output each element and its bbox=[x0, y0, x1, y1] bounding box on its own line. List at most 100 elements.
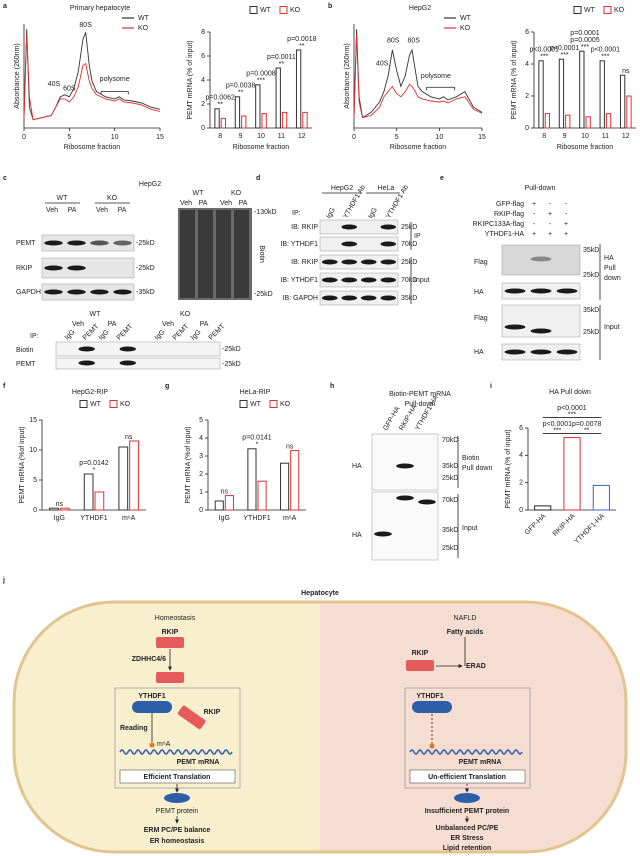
label: IB: RKIP bbox=[291, 259, 318, 266]
label: Veh bbox=[46, 207, 58, 214]
label: Insufficient PEMT protein bbox=[425, 808, 509, 815]
label: Unbalanced PC/PE bbox=[436, 825, 499, 832]
label: PEMT mRNA bbox=[459, 759, 502, 766]
y-tick-label: 5 bbox=[33, 477, 37, 484]
bar bbox=[214, 108, 220, 129]
bar bbox=[558, 58, 565, 129]
y-tick-label: 6 bbox=[519, 425, 523, 432]
label: -35kD bbox=[136, 289, 155, 296]
annotation: p=0.0001 bbox=[570, 30, 599, 37]
x-tick-label: 15 bbox=[156, 134, 164, 141]
label: Biotin bbox=[462, 455, 480, 462]
label: PEMT bbox=[116, 323, 135, 342]
x-tick-label: 0 bbox=[22, 134, 26, 141]
cell-right bbox=[320, 602, 626, 852]
band bbox=[341, 259, 358, 265]
label: + bbox=[532, 231, 536, 238]
band bbox=[67, 265, 86, 271]
annotation: p=0.0011 bbox=[267, 54, 296, 61]
label: PEMT bbox=[16, 361, 36, 368]
label: PA bbox=[199, 200, 208, 207]
legend-label: WT bbox=[260, 7, 272, 14]
bar bbox=[605, 113, 612, 129]
annotation: *** bbox=[540, 54, 548, 61]
label: PEMT bbox=[16, 240, 36, 247]
annotation: *** bbox=[601, 54, 609, 61]
blot bbox=[41, 283, 135, 301]
label: WT bbox=[57, 195, 69, 202]
x-tick-label: IgG bbox=[219, 515, 230, 522]
x-tick-label: 11 bbox=[602, 133, 609, 140]
label: YTHDF1 bbox=[416, 693, 443, 700]
blot bbox=[41, 257, 135, 279]
bar bbox=[544, 113, 551, 129]
x-tick-label: 8 bbox=[542, 133, 546, 140]
legend-label: WT bbox=[250, 401, 262, 408]
bar bbox=[118, 446, 129, 511]
x-tick-label: IgG bbox=[54, 515, 65, 522]
band bbox=[380, 259, 397, 265]
label: Pull down bbox=[462, 465, 492, 472]
annotation: 80S bbox=[79, 22, 92, 29]
legend-label: WT bbox=[460, 15, 472, 22]
label: HepG2 bbox=[331, 185, 353, 192]
panel-label: c bbox=[3, 175, 7, 182]
blot bbox=[319, 290, 399, 306]
chart-title: HA Pull down bbox=[549, 389, 591, 396]
label: RKIP bbox=[162, 629, 179, 636]
band bbox=[360, 259, 377, 265]
y-tick-label: 4 bbox=[199, 435, 203, 442]
legend-swatch bbox=[109, 400, 118, 408]
band bbox=[380, 295, 397, 301]
x-tick-label: YTHDF1 bbox=[243, 515, 270, 522]
x-tick-label: 10 bbox=[257, 133, 265, 140]
band bbox=[44, 240, 63, 246]
annotation: p=0.0078 bbox=[572, 421, 601, 428]
band bbox=[78, 346, 95, 352]
band bbox=[78, 360, 95, 366]
label: Biotin bbox=[16, 347, 34, 354]
label: Pull-down bbox=[405, 401, 436, 408]
label: ER homeostasis bbox=[150, 838, 205, 845]
panel-label: h bbox=[330, 383, 334, 390]
label: PEMT mRNA bbox=[177, 759, 220, 766]
label: 25kD bbox=[401, 224, 417, 231]
label: 35kD bbox=[401, 295, 417, 302]
y-tick-label: 15 bbox=[29, 417, 37, 424]
label: IgG bbox=[367, 207, 379, 220]
translation-box bbox=[119, 769, 236, 784]
label: PEMT bbox=[208, 323, 227, 342]
label: - bbox=[549, 201, 552, 208]
annotation: *** bbox=[561, 52, 569, 59]
band bbox=[321, 295, 338, 301]
bar bbox=[224, 495, 234, 511]
band bbox=[380, 224, 397, 230]
blot bbox=[41, 234, 135, 252]
label: Efficient Translation bbox=[144, 774, 211, 781]
x-tick-label: 11 bbox=[278, 133, 285, 140]
label: YTHDF1-HA bbox=[485, 231, 525, 238]
annotation: 60S bbox=[63, 85, 76, 92]
label: IP: bbox=[30, 333, 39, 340]
band bbox=[119, 346, 136, 352]
bar bbox=[280, 462, 290, 511]
label: 25kD bbox=[401, 259, 417, 266]
blot bbox=[371, 433, 439, 491]
legend-label: WT bbox=[138, 15, 150, 22]
label: RKIP bbox=[204, 709, 221, 716]
band bbox=[341, 224, 358, 230]
bar bbox=[83, 473, 94, 511]
annotation: *** bbox=[581, 44, 589, 51]
label: GFP-flag bbox=[496, 201, 524, 208]
band bbox=[556, 288, 578, 294]
bar bbox=[257, 480, 267, 511]
band bbox=[396, 495, 414, 501]
band bbox=[360, 295, 377, 301]
bar bbox=[129, 440, 139, 511]
line-series bbox=[23, 29, 161, 121]
annotation: ns bbox=[56, 501, 64, 508]
label: HA bbox=[352, 532, 362, 539]
annotation: polysome bbox=[421, 73, 451, 80]
legend-label: WT bbox=[584, 7, 596, 14]
band bbox=[530, 349, 552, 355]
